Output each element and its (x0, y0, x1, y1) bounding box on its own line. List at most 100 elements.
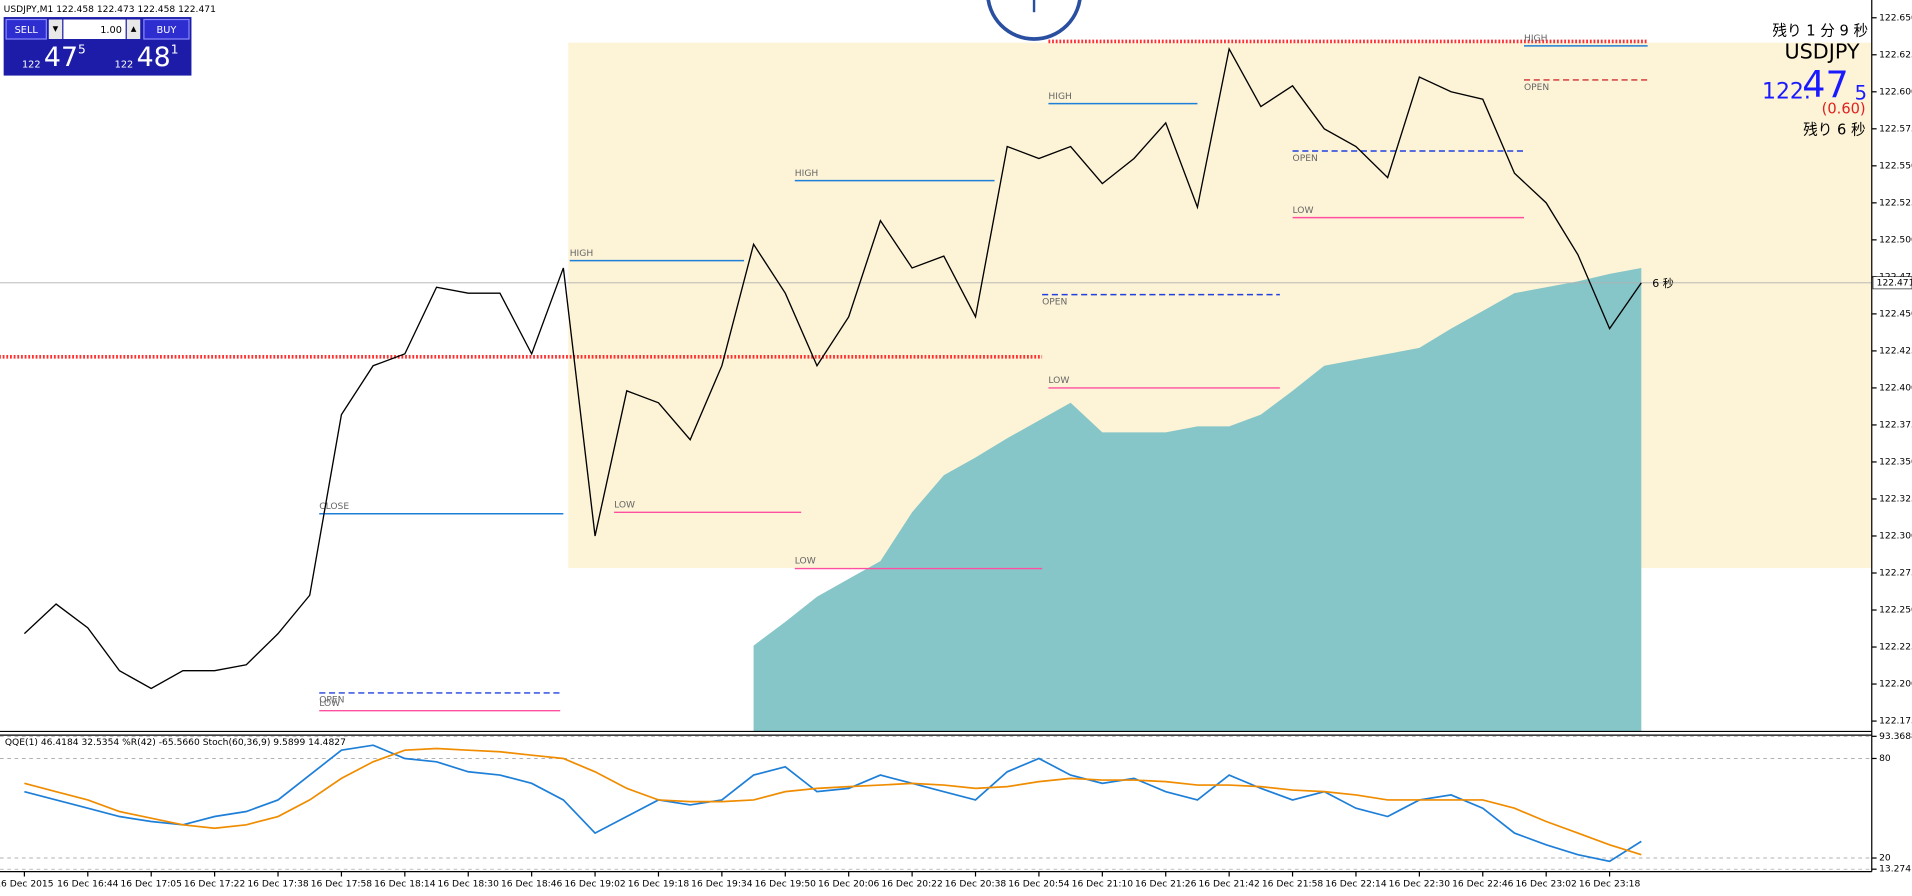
x-tick-label: 16 Dec 22:30 (1389, 879, 1451, 889)
x-tick-label: 16 Dec 23:02 (1515, 879, 1576, 889)
time-left: 残り 1 分 9 秒 (1772, 23, 1868, 40)
lot-up[interactable] (126, 19, 141, 40)
y-tick-label: 122.625 (1879, 50, 1912, 60)
y-tick-label: 122.400 (1879, 383, 1912, 393)
y-tick-label: 122.325 (1879, 494, 1912, 504)
sell-price-big: 47 (44, 42, 78, 73)
level-label: OPEN (1524, 83, 1549, 93)
buy-label: BUY (157, 25, 177, 36)
current-price-label: 122.471 (1877, 278, 1912, 288)
chart-header: USDJPY,M1 122.458 122.473 122.458 122.47… (4, 5, 216, 15)
x-tick-label: 16 Dec 20:54 (1008, 879, 1070, 889)
x-tick-label: 16 Dec 18:30 (438, 879, 500, 889)
tick-timer: 6 秒 (1652, 276, 1673, 290)
x-tick-label: 16 Dec 20:22 (881, 879, 942, 889)
x-tick-label: 16 Dec 19:50 (755, 879, 817, 889)
indicator-line (24, 747, 1642, 856)
price-prefix: 122. (1762, 80, 1811, 105)
level-label: LOW (795, 557, 816, 567)
buy-price-small: 1 (171, 42, 179, 56)
y-tick-label: 122.275 (1879, 569, 1912, 579)
y-tick-label: 80 (1879, 754, 1891, 764)
ichimoku-cloud (753, 267, 1642, 732)
y-tick-label: 122.600 (1879, 87, 1912, 97)
price-line (23, 46, 1642, 690)
x-tick-label: 16 Dec 17:38 (247, 879, 309, 889)
price-small: 5 (1855, 81, 1867, 104)
y-tick-label: 122.500 (1879, 235, 1912, 245)
x-tick-label: 16 Dec 19:02 (564, 879, 625, 889)
level-label: LOW (319, 699, 340, 709)
y-tick-label: 13.2741 (1879, 865, 1912, 875)
buy-button[interactable] (143, 18, 190, 40)
indicator-title: QQE(1) 46.4184 32.5354 %R(42) -65.5660 S… (5, 738, 346, 748)
x-tick-label: 16 Dec 17:22 (184, 879, 245, 889)
price-big: 47 (1802, 63, 1849, 106)
lot-down-icon: ▼ (53, 24, 59, 33)
y-tick-label: 122.525 (1879, 198, 1912, 208)
clock-icon (986, 0, 1082, 41)
sell-price-prefix: 122 (22, 60, 41, 71)
x-tick-label: 16 Dec 19:18 (628, 879, 690, 889)
x-tick-label: 16 Dec 22:14 (1325, 879, 1387, 889)
y-tick-label: 122.550 (1879, 161, 1912, 171)
level-label: HIGH (1048, 92, 1072, 102)
y-tick-label: 122.450 (1879, 309, 1912, 319)
buy-price-big: 48 (137, 42, 171, 73)
y-tick-label: 93.3688 (1879, 732, 1912, 742)
lot-down[interactable] (48, 19, 63, 40)
x-tick-label: 16 Dec 2015 (0, 879, 54, 889)
sell-label: SELL (15, 25, 39, 36)
level-label: OPEN (319, 696, 344, 706)
lot-input[interactable] (63, 19, 126, 40)
sell-price-small: 5 (78, 42, 86, 56)
x-tick-label: 16 Dec 18:46 (501, 879, 563, 889)
overlay-layer: USDJPY,M1 122.458 122.473 122.458 122.47… (3, 5, 1868, 748)
y-tick-label: 122.200 (1879, 680, 1912, 690)
indicator-line (24, 744, 1642, 863)
buy-price-prefix: 122 (115, 60, 134, 71)
y-tick-label: 122.225 (1879, 643, 1912, 653)
level-label: HIGH (1524, 34, 1548, 44)
y-tick-label: 122.350 (1879, 457, 1912, 467)
price-change: (0.60) (1822, 101, 1866, 118)
x-tick-label: 16 Dec 22:46 (1452, 879, 1514, 889)
level-label: OPEN (1042, 297, 1067, 307)
x-tick-label: 16 Dec 21:58 (1262, 879, 1324, 889)
y-tick-label: 122.575 (1879, 124, 1912, 134)
x-tick-label: 16 Dec 20:38 (945, 879, 1007, 889)
x-tick-label: 16 Dec 18:14 (374, 879, 436, 889)
level-label: LOW (1293, 206, 1314, 216)
current-price-tag (1872, 276, 1912, 290)
x-tick-label: 16 Dec 17:58 (311, 879, 373, 889)
sell-button[interactable] (5, 18, 47, 40)
y-tick-label: 122.175 (1879, 717, 1912, 727)
x-tick-label: 16 Dec 23:18 (1579, 879, 1641, 889)
y-tick-label: 20 (1879, 854, 1891, 864)
x-tick-label: 16 Dec 21:10 (1072, 879, 1134, 889)
x-tick-label: 16 Dec 16:44 (57, 879, 119, 889)
y-tick-label: 122.650 (1879, 13, 1912, 23)
level-label: LOW (614, 500, 635, 510)
bar-time-left: 残り 6 秒 (1803, 121, 1865, 138)
level-label: HIGH (570, 249, 594, 259)
y-tick-label: 122.425 (1879, 346, 1912, 356)
x-tick-label: 16 Dec 20:06 (818, 879, 880, 889)
lot-value: 1.00 (100, 25, 122, 36)
y-tick-label: 122.300 (1879, 531, 1912, 541)
symbol: USDJPY (1784, 39, 1859, 63)
y-tick-label: 122.250 (1879, 606, 1912, 616)
y-tick-label: 122.375 (1879, 420, 1912, 430)
x-tick-label: 16 Dec 21:26 (1135, 879, 1197, 889)
level-label: CLOSE (319, 502, 349, 512)
x-tick-label: 16 Dec 19:34 (691, 879, 753, 889)
x-tick-label: 16 Dec 21:42 (1198, 879, 1259, 889)
cloud-layer (753, 267, 1642, 732)
level-label: OPEN (1293, 154, 1318, 164)
level-label: LOW (1048, 376, 1069, 386)
x-tick-label: 16 Dec 17:05 (121, 879, 183, 889)
lot-up-icon: ▲ (131, 24, 137, 33)
main-layer: 122.175 122.200 122.225 122.250 122.275 122.3… (0, 13, 1912, 889)
